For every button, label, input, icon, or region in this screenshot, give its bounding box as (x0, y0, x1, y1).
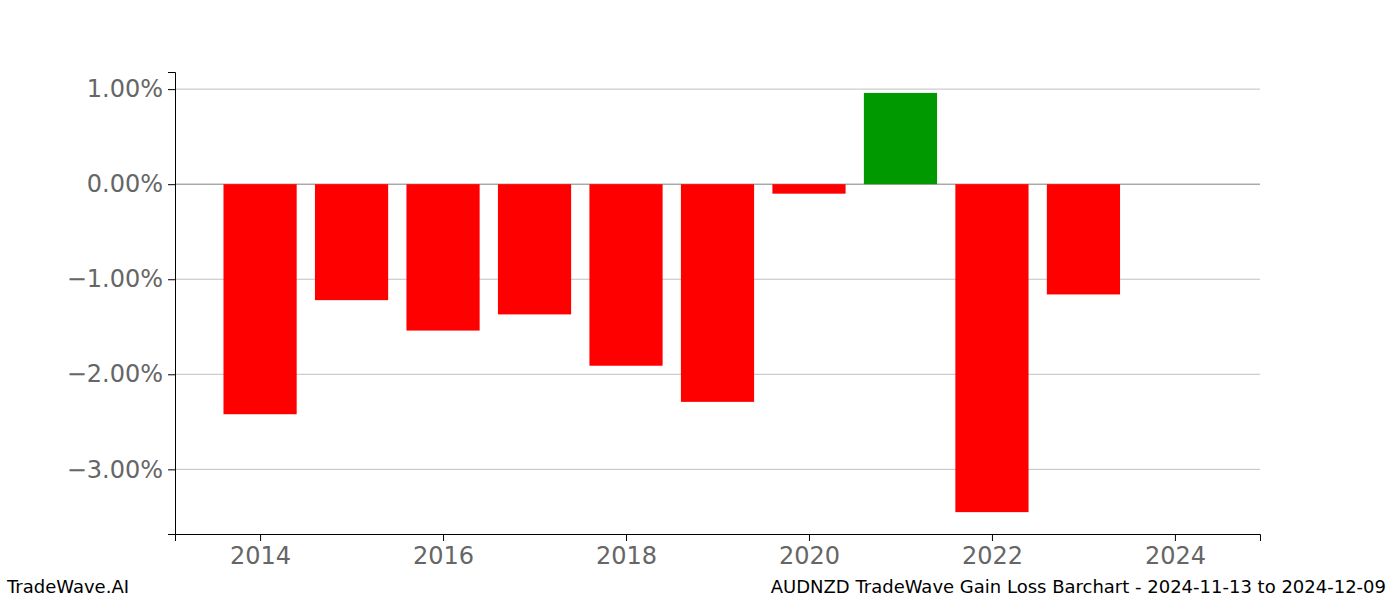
annotation: TradeWave.AI (6, 576, 129, 597)
y-tick-label: −2.00% (67, 360, 163, 388)
bar (864, 93, 937, 184)
bar (315, 184, 388, 300)
bar (772, 184, 845, 194)
x-tick-mark (809, 534, 810, 541)
x-tick-mark (626, 534, 627, 541)
y-tick-mark (168, 469, 175, 470)
x-tick-label: 2018 (596, 542, 657, 570)
x-tick-label: 2020 (779, 542, 840, 570)
bar (223, 184, 296, 414)
grid (175, 89, 1260, 469)
y-tick-label: 0.00% (87, 170, 163, 198)
x-tick: 2024 (1145, 534, 1206, 570)
y-tick-mark (168, 89, 175, 90)
y-tick-mark (168, 374, 175, 375)
y-tick-mark (168, 279, 175, 280)
y-axis: 1.00% 0.00% −1.00% −2.00% −3.00% (67, 73, 176, 535)
y-tick: −3.00% (67, 456, 175, 484)
bar (498, 184, 571, 314)
grid-line (175, 89, 1260, 90)
x-tick-mark (992, 534, 993, 541)
bars (223, 93, 1120, 512)
x-tick-label: 2014 (230, 542, 291, 570)
y-tick-label: 1.00% (87, 75, 163, 103)
grid-line (175, 469, 1260, 470)
y-axis-line (168, 73, 176, 535)
x-tick-mark (443, 534, 444, 541)
bar (1047, 184, 1120, 294)
x-axis: 2014 2016 2018 2020 2022 2024 (176, 534, 1261, 570)
bar (681, 184, 754, 402)
x-tick: 2022 (962, 534, 1023, 570)
bar (955, 184, 1028, 512)
y-tick: −1.00% (67, 265, 175, 293)
x-tick-label: 2016 (413, 542, 474, 570)
bar (406, 184, 479, 330)
chart: 1.00% 0.00% −1.00% −2.00% −3.00% 2014 2016 2018… (0, 0, 1400, 600)
x-axis-line (176, 535, 1261, 542)
y-tick: −2.00% (67, 360, 175, 388)
x-tick: 2016 (413, 534, 474, 570)
y-tick-label: −1.00% (67, 265, 163, 293)
title: AUDNZD TradeWave Gain Loss Barchart - 20… (771, 576, 1386, 597)
y-tick-label: −3.00% (67, 456, 163, 484)
x-tick: 2020 (779, 534, 840, 570)
y-tick: 0.00% (87, 170, 175, 198)
x-tick: 2018 (596, 534, 657, 570)
x-tick-label: 2024 (1145, 542, 1206, 570)
x-tick-mark (260, 534, 261, 541)
bar (589, 184, 662, 366)
y-tick: 1.00% (87, 75, 175, 103)
x-tick: 2014 (230, 534, 291, 570)
x-tick-label: 2022 (962, 542, 1023, 570)
y-tick-mark (168, 184, 175, 185)
x-tick-mark (1175, 534, 1176, 541)
